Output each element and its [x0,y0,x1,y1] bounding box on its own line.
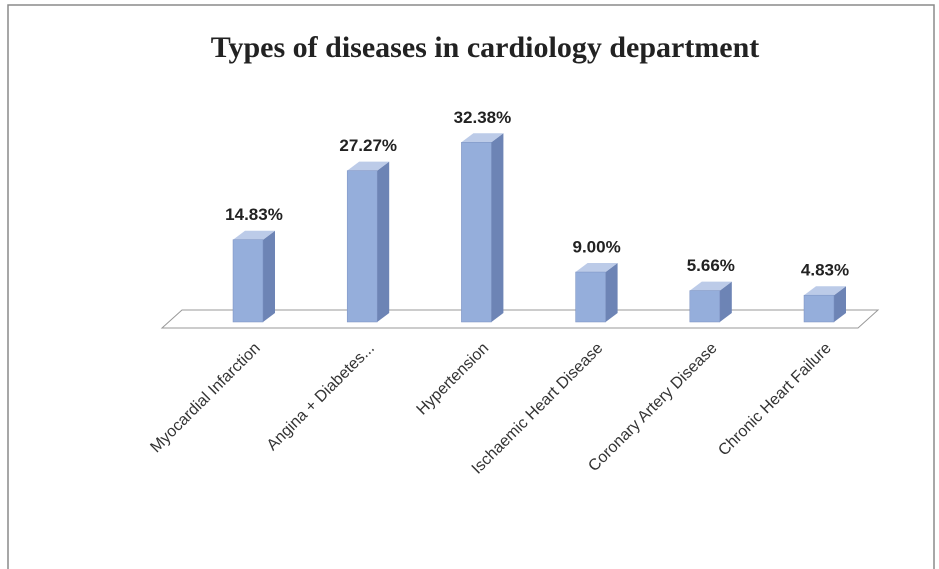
chart-title: Types of diseases in cardiology departme… [211,31,760,64]
value-label: 4.83% [801,261,849,280]
bar-top [804,286,846,296]
bar-side [719,281,732,322]
bar-side [605,263,618,322]
bar-side [263,230,275,322]
bar-side [377,161,390,322]
bar [232,239,264,323]
bar-side [834,286,846,322]
value-label: 32.38% [454,108,512,127]
bar-top [233,230,275,240]
bar-top [461,133,504,143]
bar [346,170,378,323]
bar [461,142,492,323]
bar-side [491,133,504,322]
value-label: 27.27% [339,136,397,155]
value-label: 5.66% [687,256,735,275]
bar-top [347,161,390,171]
bar [689,290,721,323]
bar [803,294,835,323]
value-label: 14.83% [225,205,283,224]
bar-top [575,263,618,273]
bar [575,271,606,323]
value-label: 9.00% [572,238,620,257]
bar-top [689,281,732,291]
